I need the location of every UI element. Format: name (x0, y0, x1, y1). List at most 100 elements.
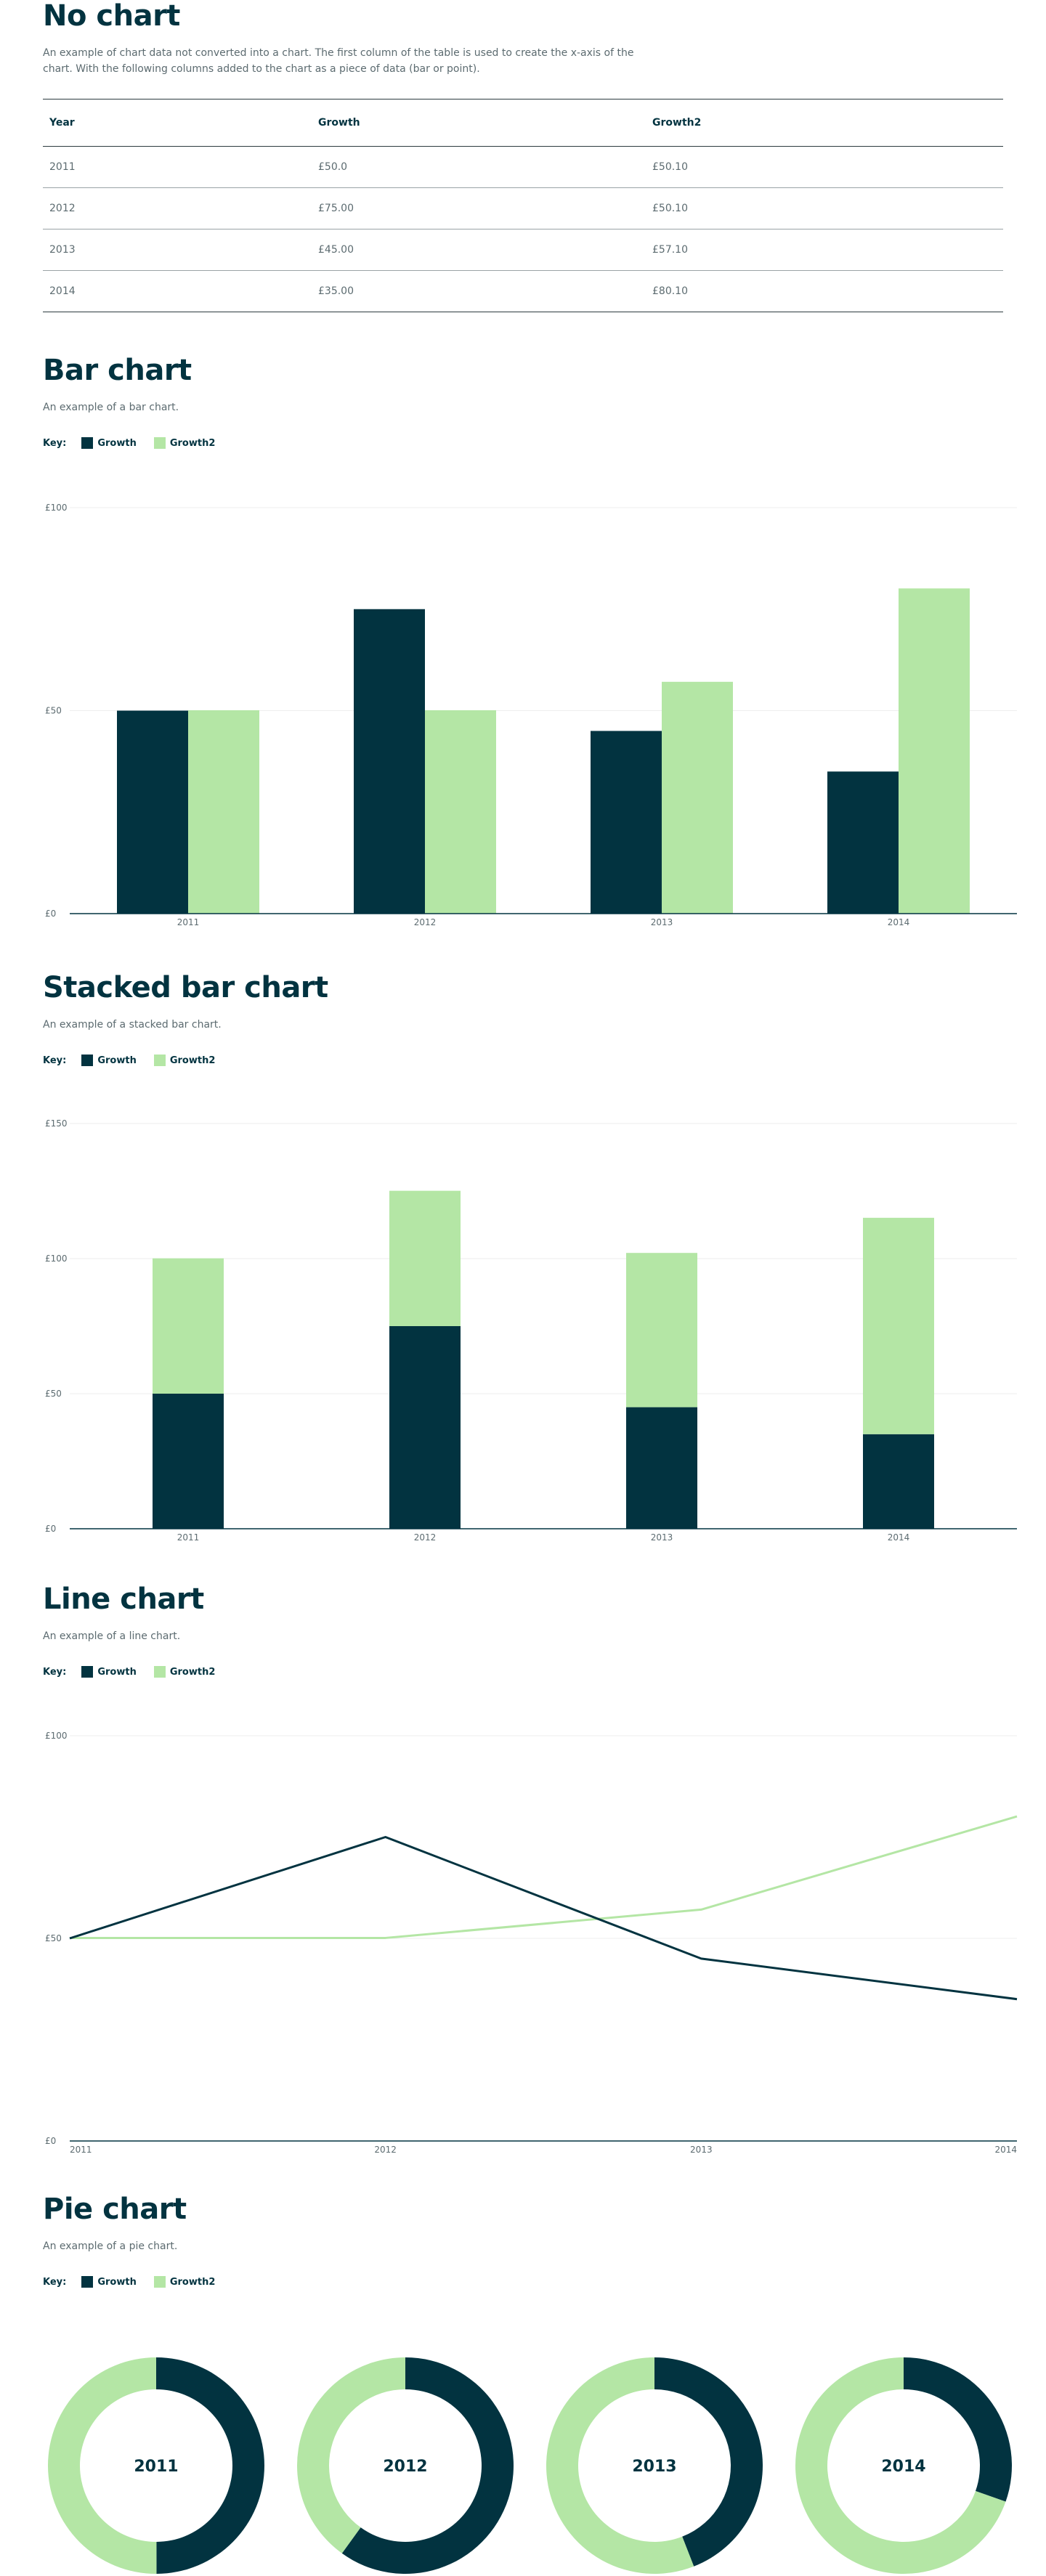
stacked-bar-growth (389, 1326, 461, 1529)
y-tick-label: £0 (45, 909, 56, 919)
stacked-bar-growth (153, 1394, 224, 1529)
x-tick-label: 2014 (994, 2145, 1017, 2155)
legend-item-growth: Growth (81, 1666, 137, 1678)
bar-chart-title: Bar chart (43, 354, 192, 387)
legend-item-growth: Growth (81, 2276, 137, 2288)
bar-growth2 (188, 710, 259, 914)
donut-slice-growth (654, 2357, 763, 2567)
table-header-row: Year Growth Growth2 (43, 99, 1003, 147)
legend-swatch-light (153, 2276, 166, 2288)
legend-key-label: Key: (43, 437, 67, 449)
bar-chart: £0 £50 £100 2011 2012 2013 2014 (45, 503, 1017, 927)
stacked-chart-title: Stacked bar chart (43, 971, 328, 1004)
no-chart-section: No chart An example of chart data not co… (43, 0, 1003, 312)
line-chart-description: An example of a line chart. (43, 1630, 181, 1642)
stacked-bar-growth2 (153, 1258, 224, 1394)
line-chart-legend: Key: Growth Growth2 (43, 1665, 1003, 1679)
legend-label: Growth2 (169, 1666, 216, 1678)
table-header-growth: Growth (312, 99, 646, 147)
table-cell: 2013 (43, 229, 312, 271)
legend-label: Growth2 (169, 2276, 216, 2288)
y-tick-label: £0 (45, 2136, 56, 2146)
bar-growth2 (425, 710, 496, 914)
legend-key-label: Key: (43, 1666, 67, 1678)
donut-center-label: 2014 (881, 2458, 925, 2476)
legend-swatch-dark (81, 1055, 94, 1066)
bar-growth (827, 771, 899, 914)
table-cell: £50.10 (646, 187, 1003, 229)
table-cell: 2014 (43, 270, 312, 312)
legend-item-growth2: Growth2 (153, 2276, 216, 2288)
no-chart-title: No chart (43, 0, 180, 33)
pie-chart-description: An example of a pie chart. (43, 2240, 178, 2252)
table-cell: 2012 (43, 187, 312, 229)
x-tick-label: 2011 (70, 2145, 92, 2155)
table-cell: £45.00 (312, 229, 646, 271)
data-table: Year Growth Growth2 2011 £50.0 £50.10 20… (43, 99, 1003, 312)
x-tick-label: 2012 (414, 1532, 437, 1543)
y-tick-label: £50 (45, 1933, 62, 1943)
donut-slice-growth2 (297, 2357, 405, 2553)
y-tick-label: £150 (45, 1118, 68, 1129)
pie-chart-legend: Key: Growth Growth2 (43, 2275, 1003, 2289)
legend-swatch-dark (81, 2276, 94, 2288)
y-tick-label: £50 (45, 1389, 62, 1399)
donut-slice-growth (156, 2357, 264, 2574)
donut-slice-growth2 (546, 2357, 694, 2574)
pie-chart-section: Pie chart An example of a pie chart. Key… (43, 2195, 1003, 2289)
bar-growth2 (662, 681, 733, 914)
bar-chart-description: An example of a bar chart. (43, 402, 179, 413)
table-cell: £57.10 (646, 229, 1003, 271)
x-tick-label: 2014 (888, 1532, 910, 1543)
pie-chart-title: Pie chart (43, 2193, 187, 2226)
stacked-bar-growth (626, 1407, 697, 1529)
stacked-bar-chart: £0 £50 £100 £150 2011 2012 2013 2014 (45, 1118, 1017, 1543)
y-tick-label: £100 (45, 1254, 68, 1264)
donut-slice-growth2 (795, 2357, 1006, 2574)
x-tick-label: 2014 (888, 917, 910, 927)
line-chart-title: Line chart (43, 1582, 204, 1616)
y-tick-label: £50 (45, 706, 62, 716)
y-tick-label: £100 (45, 503, 68, 513)
table-row: 2013 £45.00 £57.10 (43, 229, 1003, 271)
bar-chart-legend: Key: Growth Growth2 (43, 436, 1003, 450)
donut-center-label: 2012 (383, 2458, 427, 2476)
donut-slice-growth2 (47, 2357, 157, 2574)
line-growth2 (70, 1815, 1018, 1939)
x-tick-label: 2012 (414, 917, 437, 927)
table-row: 2012 £75.00 £50.10 (43, 187, 1003, 229)
table-row: 2014 £35.00 £80.10 (43, 270, 1003, 312)
x-tick-label: 2011 (177, 1532, 200, 1543)
no-chart-description-line1: An example of chart data not converted i… (43, 47, 634, 59)
table-cell: £50.10 (646, 146, 1003, 188)
stacked-bar-growth2 (389, 1190, 461, 1326)
legend-item-growth2: Growth2 (153, 1055, 215, 1066)
legend-key-label: Key: (43, 1055, 67, 1066)
bar-growth2 (899, 588, 970, 914)
y-tick-label: £100 (45, 1731, 68, 1741)
no-chart-description-line2: chart. With the following columns added … (43, 63, 480, 75)
stacked-chart-description: An example of a stacked bar chart. (43, 1019, 222, 1031)
stacked-chart-section: Stacked bar chart An example of a stacke… (43, 973, 1003, 1068)
bar-growth (591, 731, 662, 914)
y-tick-label: £0 (45, 1524, 56, 1534)
bar-growth (354, 609, 425, 914)
x-tick-label: 2013 (651, 1532, 673, 1543)
table-cell: £50.0 (312, 146, 646, 188)
legend-label: Growth2 (169, 437, 216, 449)
line-growth (69, 1836, 1018, 2001)
legend-item-growth2: Growth2 (153, 1666, 216, 1678)
line-chart: £0 £50 £100 2011 2012 2013 2014 (45, 1731, 1018, 2155)
donut-slice-growth (904, 2357, 1012, 2502)
line-chart-section: Line chart An example of a line chart. K… (43, 1585, 1003, 1679)
legend-swatch-dark (81, 1666, 94, 1678)
donut-slice-growth (341, 2357, 514, 2574)
x-tick-label: 2012 (374, 2145, 397, 2155)
donut-center-label: 2013 (632, 2458, 676, 2476)
stacked-chart-legend: Key: Growth Growth2 (43, 1053, 1003, 1068)
legend-item-growth2: Growth2 (153, 437, 216, 449)
pie-charts: 2011 2012 2013 2014 (47, 2357, 1012, 2574)
x-tick-label: 2013 (690, 2145, 713, 2155)
table-cell: £35.00 (312, 270, 646, 312)
